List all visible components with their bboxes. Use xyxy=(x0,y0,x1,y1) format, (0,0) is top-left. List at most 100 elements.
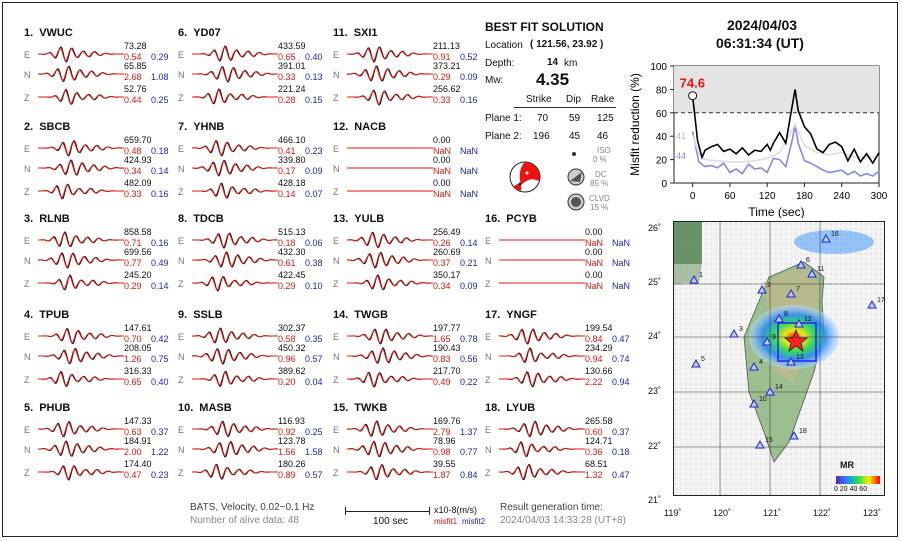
component-label: Z xyxy=(24,279,30,289)
solution-divider xyxy=(514,107,616,108)
station-marker-label: 4 xyxy=(759,359,763,366)
station-marker-label: 11 xyxy=(817,266,824,273)
station-name: TPUB xyxy=(39,309,70,321)
x-tick-label: 120 xyxy=(759,191,776,202)
misfit1-value: 0.29 xyxy=(124,281,142,291)
y-tick-label: 0 xyxy=(661,179,667,190)
amplitude-value: 234.29 xyxy=(585,343,613,353)
misfit1-value: 0.26 xyxy=(433,238,451,248)
station-panel: 11. SXI1 E 211.13 0.91 0.52 N 373.21 0.29 0.09 Z 25… xyxy=(333,27,483,117)
component-label: Z xyxy=(24,375,30,385)
dc-value: 85 % xyxy=(590,179,609,188)
waveform-trace xyxy=(38,465,124,481)
synthetic-trace xyxy=(192,371,278,386)
plane1-rake: 125 xyxy=(597,113,614,124)
misfit1-value: 0.77 xyxy=(124,258,142,268)
station-number: 16. xyxy=(485,213,501,225)
waveform-trace xyxy=(347,190,433,192)
amplitude-value: 256.49 xyxy=(433,227,461,237)
component-label: N xyxy=(485,445,492,455)
amplitude-value: 208.05 xyxy=(124,343,152,353)
waveform-trace xyxy=(192,327,278,344)
component-label: N xyxy=(485,352,492,362)
waveform-trace xyxy=(347,463,433,481)
amplitude-value: 65.85 xyxy=(124,61,147,71)
synthetic-trace xyxy=(192,89,278,104)
misfit2-value: 0.09 xyxy=(460,72,478,82)
amplitude-value: 147.33 xyxy=(124,416,152,426)
component-label: Z xyxy=(333,93,339,103)
station-panel: 5. PHUB E 147.33 0.63 0.37 N 184.91 2.00 1.22 Z 174… xyxy=(24,402,174,492)
synthetic-trace xyxy=(38,90,124,105)
station-panel: 2. SBCB E 659.70 0.48 0.18 N 424.93 0.34 0.14 Z 482… xyxy=(24,121,174,211)
component-label: Z xyxy=(333,375,339,385)
station-name: SBCB xyxy=(39,121,71,133)
synthetic-trace xyxy=(347,66,433,81)
misfit2-value: 0.84 xyxy=(460,470,478,480)
component-label: N xyxy=(24,445,31,455)
component-label: E xyxy=(485,425,492,435)
amplitude-value: 123.78 xyxy=(278,436,306,446)
misfit1-value: 1.87 xyxy=(433,470,451,480)
component-label: N xyxy=(178,164,185,174)
station-number: 10. xyxy=(178,402,194,414)
component-label: N xyxy=(178,70,185,80)
amplitude-value: 302.37 xyxy=(278,323,306,333)
waveform-trace xyxy=(499,371,585,388)
misfit1-value: 0.84 xyxy=(585,334,603,344)
y-axis-label: Misfit reduction (%) xyxy=(628,73,642,176)
map-legend-ticks: 0 20 40 60 xyxy=(834,486,868,493)
misfit1-value: 0.96 xyxy=(278,354,296,364)
station-name: YD07 xyxy=(193,27,221,39)
header-dip: Dip xyxy=(566,94,582,105)
map-lon-tick: 123˚ xyxy=(863,508,882,518)
synthetic-trace xyxy=(347,329,433,344)
component-label: N xyxy=(333,256,340,266)
misfit2-value: NaN xyxy=(460,146,479,156)
component-label: E xyxy=(485,236,492,246)
generation-time: 2024/04/03 14:33:28 (UT+8) xyxy=(500,515,626,526)
component-label: Z xyxy=(333,468,339,478)
alive-data-count: Number of alive data: 48 xyxy=(190,515,299,526)
station-marker-icon xyxy=(749,361,759,371)
waveform-trace xyxy=(38,139,124,157)
misfit1-value: NaN xyxy=(433,166,452,176)
misfit2-value: 0.18 xyxy=(151,146,169,156)
waveform-trace xyxy=(192,159,278,177)
station-name: PHUB xyxy=(39,402,71,414)
station-panel: 16. PCYB E 0.00 NaN NaN N 0.00 NaN NaN Z 0.00 NaN NaN xyxy=(485,213,635,303)
amplitude-value: 0.00 xyxy=(433,135,451,145)
station-number: 9. xyxy=(178,309,188,321)
misfit1-value: 1.26 xyxy=(124,354,142,364)
amplitude-value: 373.21 xyxy=(433,61,461,71)
misfit1-value: 0.28 xyxy=(278,95,296,105)
station-number: 12. xyxy=(333,121,349,133)
component-label: E xyxy=(178,332,185,342)
synthetic-trace xyxy=(499,372,585,387)
observed-trace xyxy=(347,328,433,345)
mw-value: 4.35 xyxy=(536,70,570,89)
station-panel: 15. TWKB E 169.76 2.79 1.37 N 78.96 0.98 0.77 Z 39.… xyxy=(333,402,483,492)
station-marker-icon xyxy=(789,430,799,440)
amplitude-value: 221.24 xyxy=(278,84,306,94)
synthetic-trace xyxy=(192,67,278,82)
component-label: Z xyxy=(24,93,30,103)
station-title: 13. YULB xyxy=(333,213,384,225)
location-label: Location xyxy=(485,40,523,51)
misfit1-value: 0.65 xyxy=(278,52,296,62)
misfit1-value: NaN xyxy=(433,146,452,156)
synthetic-trace xyxy=(38,441,124,457)
misfit1-value: 0.91 xyxy=(433,52,451,62)
station-name: SXI1 xyxy=(353,27,378,39)
misfit1-value: 0.14 xyxy=(278,189,296,199)
misfit2-value: 0.74 xyxy=(612,354,630,364)
waveform-trace xyxy=(192,371,278,388)
amplitude-value: 147.61 xyxy=(124,323,152,333)
misfit1-value: 0.29 xyxy=(278,281,296,291)
amplitude-value: 699.56 xyxy=(124,247,152,257)
component-label: E xyxy=(24,332,31,342)
station-map: 123456789101112131415161718 MR 0 20 40 6… xyxy=(673,221,885,496)
misfit1-value: 0.17 xyxy=(278,166,296,176)
waveform-trace xyxy=(192,463,278,481)
synthetic-trace xyxy=(38,465,124,480)
